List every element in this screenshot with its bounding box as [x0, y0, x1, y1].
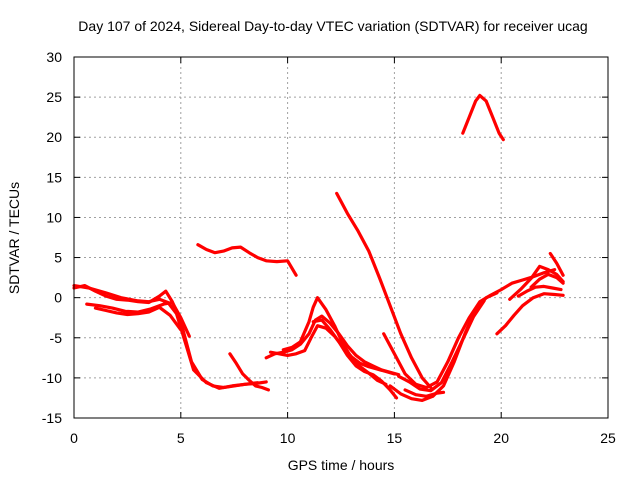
series-line-track-4	[93, 305, 183, 332]
y-tick-label: -10	[42, 370, 62, 386]
y-tick-label: 20	[46, 129, 62, 145]
series-line-track-17	[495, 292, 565, 336]
x-tick-label: 20	[493, 430, 509, 446]
series-line-track-21	[548, 251, 565, 277]
grid	[74, 57, 608, 418]
chart-title: Day 107 of 2024, Sidereal Day-to-day VTE…	[78, 18, 587, 34]
series-line-track-18	[508, 264, 565, 301]
series-line-track-20	[529, 272, 565, 289]
series-line-track-11	[335, 191, 433, 390]
series-line-track-2	[72, 284, 260, 390]
y-tick-label: 0	[54, 290, 62, 306]
y-tick-label: -15	[42, 410, 62, 426]
series-group	[72, 93, 565, 402]
y-tick-label: 15	[46, 169, 62, 185]
y-axis-label: SDTVAR / TECUs	[6, 182, 22, 294]
x-tick-label: 10	[280, 430, 296, 446]
y-tick-label: 30	[46, 49, 62, 65]
y-tick-label: 10	[46, 209, 62, 225]
x-axis-label: GPS time / hours	[288, 457, 395, 473]
x-tick-label: 0	[70, 430, 78, 446]
series-line-track-6	[196, 243, 298, 277]
x-tick-label: 15	[387, 430, 403, 446]
series-line-track-3	[85, 300, 191, 338]
series-line-track-15	[397, 299, 486, 393]
plot-frame	[73, 56, 609, 419]
series-line-track-12	[382, 268, 557, 390]
series-line-track-16	[461, 93, 505, 142]
series-line-track-19	[516, 284, 563, 298]
y-tick-label: 25	[46, 89, 62, 105]
x-tick-label: 5	[177, 430, 185, 446]
series-line-track-10	[311, 318, 399, 400]
series-line-track-1	[72, 284, 268, 390]
series-line-track-14	[403, 388, 446, 398]
y-tick-label: 5	[54, 250, 62, 266]
ticks: -15 -10 -5 0 5 10 15 20 25 30 0 5 10 15 20 25	[42, 49, 616, 446]
x-tick-label: 25	[600, 430, 616, 446]
y-tick-label: -5	[50, 330, 63, 346]
series-line-track-9	[281, 296, 388, 386]
series-line-track-5	[228, 352, 270, 392]
